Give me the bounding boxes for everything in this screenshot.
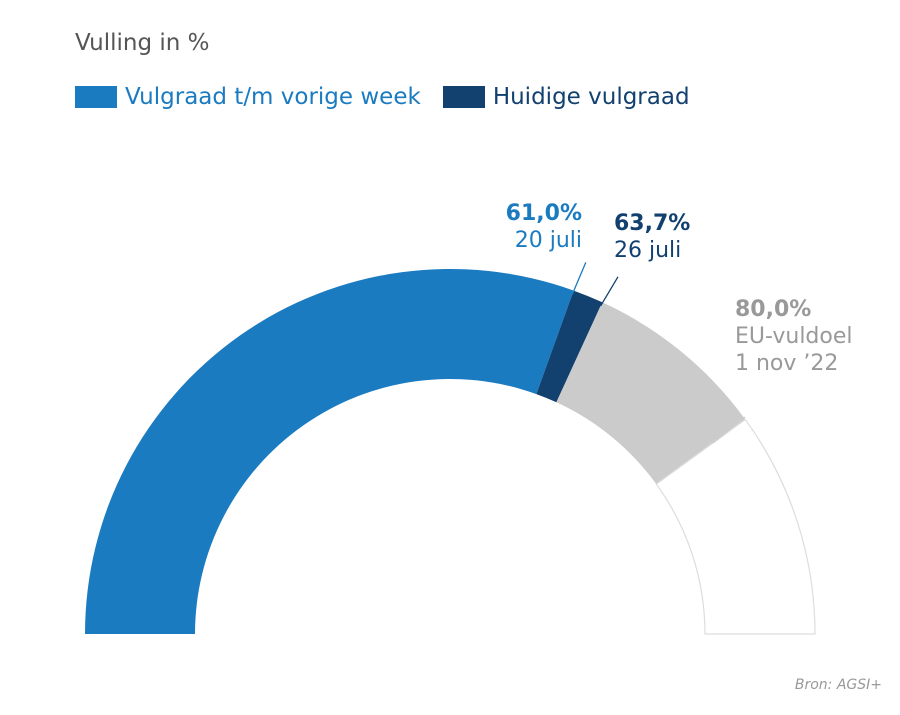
- legend-item-previous: Vulgraad t/m vorige week: [75, 84, 421, 110]
- legend-swatch: [75, 86, 117, 108]
- annotation-target: 80,0% EU-vuldoel 1 nov ’22: [735, 296, 853, 377]
- annotation-text: 26 juli: [614, 238, 682, 263]
- chart-title: Vulling in %: [75, 30, 210, 56]
- legend: Vulgraad t/m vorige week Huidige vulgraa…: [75, 84, 712, 110]
- annotation-value: 80,0%: [735, 297, 812, 322]
- annotation-date: 1 nov ’22: [735, 351, 839, 376]
- legend-item-current: Huidige vulgraad: [442, 84, 690, 110]
- annotation-previous: 61,0% 20 juli: [500, 200, 582, 254]
- leader-line: [600, 276, 619, 307]
- legend-label: Vulgraad t/m vorige week: [125, 84, 421, 110]
- leader-line: [712, 416, 746, 444]
- annotation-current: 63,7% 26 juli: [614, 210, 690, 264]
- leader-line: [571, 262, 587, 295]
- annotation-text: 20 juli: [514, 228, 582, 253]
- annotation-value: 61,0%: [505, 201, 582, 226]
- gauge-segment-3: [655, 418, 816, 635]
- legend-label: Huidige vulgraad: [492, 84, 690, 110]
- gauge-segment-2: [556, 302, 746, 485]
- annotation-value: 63,7%: [614, 211, 691, 236]
- source-note: Bron: AGSI+: [794, 677, 882, 693]
- gauge-segment-0: [85, 269, 574, 634]
- legend-swatch: [442, 86, 485, 108]
- annotation-text: EU-vuldoel: [735, 324, 853, 349]
- gauge-segment-1: [536, 290, 603, 403]
